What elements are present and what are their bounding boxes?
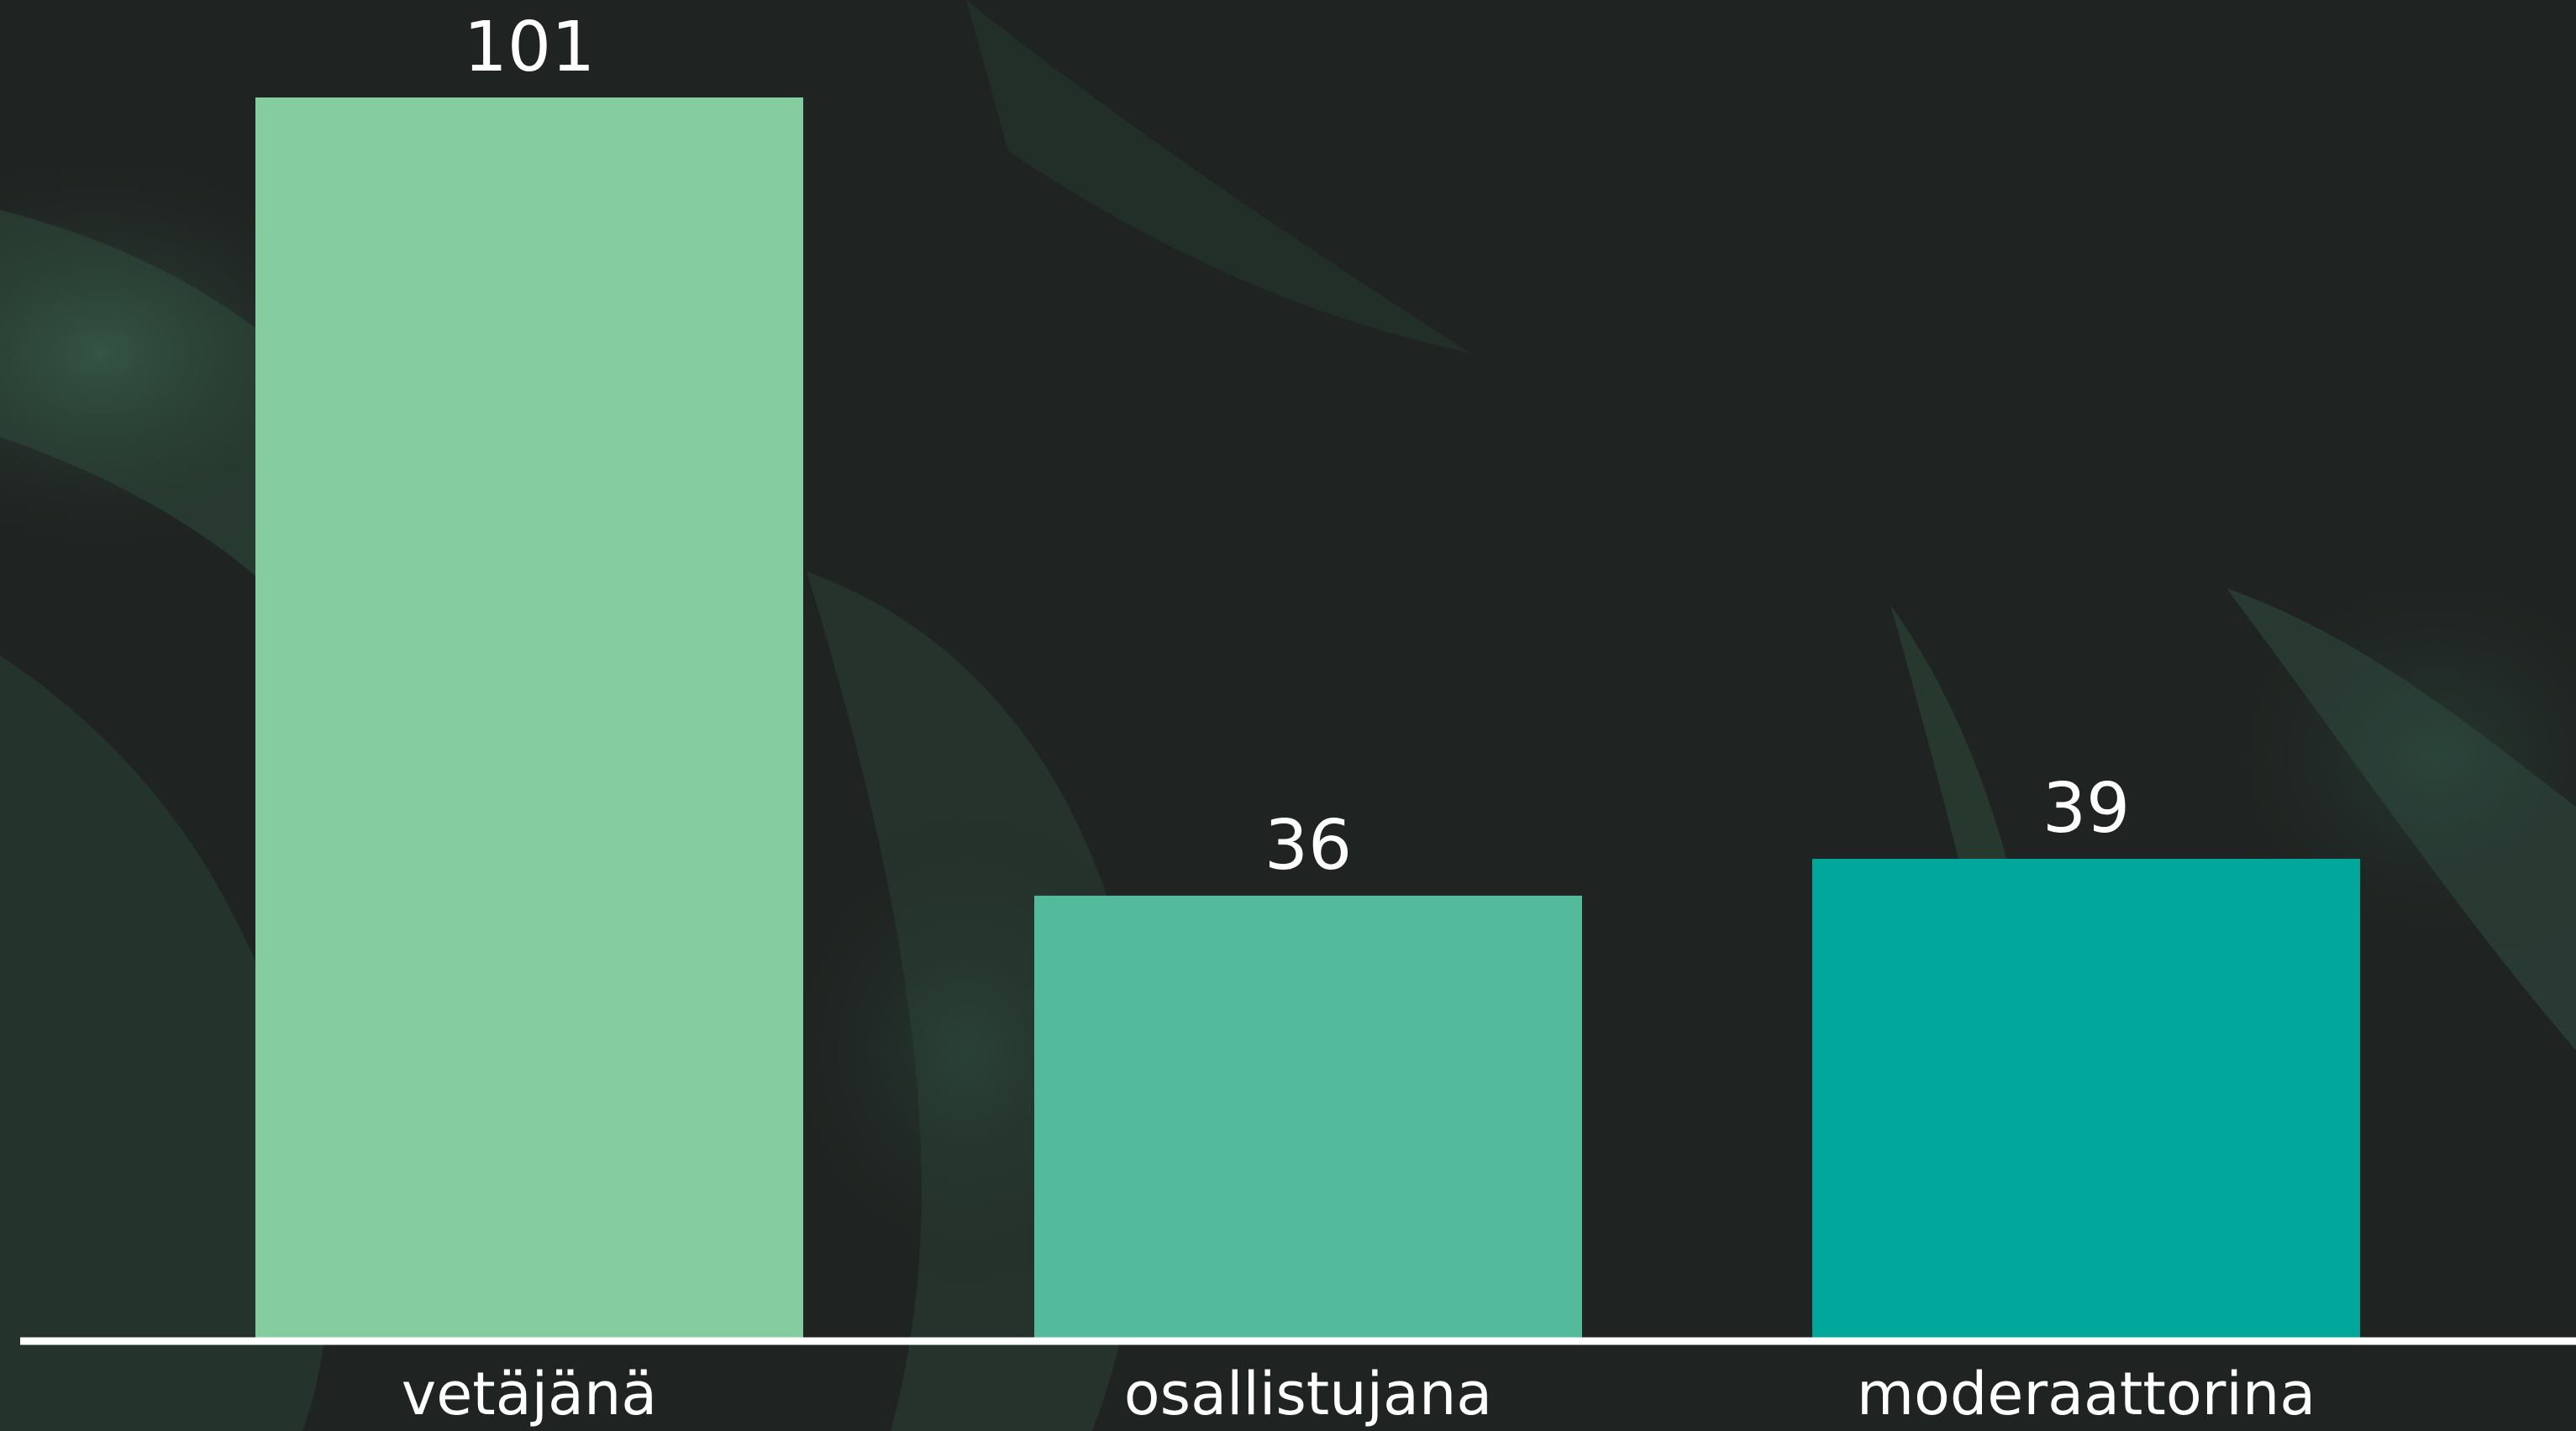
x-tick-label-3: moderaattorina <box>1857 1360 2316 1428</box>
bar-1 <box>255 97 803 1338</box>
data-labels: 101 36 39 <box>464 8 2130 886</box>
x-tick-label-2: osallistujana <box>1124 1360 1492 1428</box>
bar-3 <box>1812 859 2360 1338</box>
x-tick-label-1: vetäjänä <box>402 1360 657 1428</box>
bar-2 <box>1034 895 1582 1338</box>
data-label-3: 39 <box>2042 769 2130 849</box>
data-label-1: 101 <box>464 8 596 87</box>
data-label-2: 36 <box>1264 806 1352 886</box>
x-axis-tick-labels: vetäjänä osallistujana moderaattorina <box>402 1360 2316 1428</box>
bar-series <box>255 97 2360 1338</box>
